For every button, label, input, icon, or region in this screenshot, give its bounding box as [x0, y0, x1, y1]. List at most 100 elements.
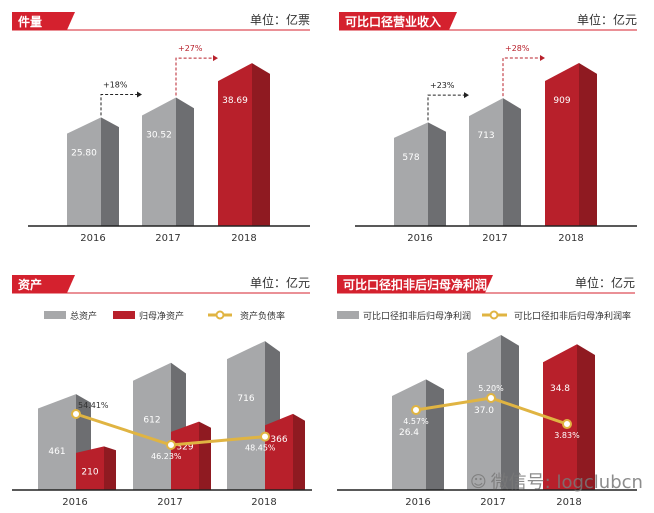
legend-label: 资产负债率	[240, 310, 285, 322]
line-value-label: 46.23%	[151, 452, 182, 461]
legend-swatch	[44, 311, 66, 319]
x-tick-label: 2018	[251, 497, 276, 508]
legend-marker	[215, 310, 225, 320]
line-value-label: 3.83%	[554, 431, 580, 440]
legend-marker	[489, 310, 499, 320]
x-tick-label: 2017	[480, 497, 505, 508]
bar-side	[501, 334, 519, 490]
x-tick-label: 2018	[231, 233, 256, 244]
line-point	[166, 440, 176, 451]
growth-label: +23%	[430, 81, 455, 90]
line-value-label: 5.20%	[478, 384, 504, 393]
growth-arrow	[427, 94, 464, 121]
unit-label: 单位：亿元	[575, 275, 635, 290]
bar-side	[503, 98, 521, 226]
bar-side	[104, 446, 116, 490]
unit-label: 单位：亿元	[250, 275, 310, 290]
x-tick-label: 2017	[155, 233, 180, 244]
legend-swatch	[337, 311, 359, 319]
wechat-icon: ☺	[470, 471, 487, 491]
arrow-head	[137, 91, 142, 98]
bar-value-label: 612	[143, 416, 160, 426]
x-tick-label: 2016	[80, 233, 105, 244]
bar-front	[218, 63, 252, 227]
bar-front	[142, 97, 176, 226]
bar-side	[293, 413, 305, 490]
line-value-label: 54.41%	[78, 401, 109, 410]
bar-front	[543, 344, 577, 490]
bar-side	[577, 344, 595, 490]
line-point	[411, 404, 421, 415]
growth-label: +18%	[103, 81, 128, 90]
bar-front	[265, 413, 293, 490]
bar-front	[38, 394, 76, 490]
bar-side	[199, 421, 211, 490]
growth-label: +27%	[178, 44, 203, 53]
panel-title-bar	[12, 275, 75, 293]
panel-title: 件量	[18, 14, 42, 29]
bar-value-label: 578	[402, 153, 419, 163]
growth-arrow	[502, 57, 540, 97]
bar-value-label: 210	[81, 467, 98, 477]
legend-label: 可比口径扣非后归母净利润	[363, 310, 471, 322]
bar-side	[101, 117, 119, 226]
line-point	[562, 419, 572, 430]
bar-side	[176, 97, 194, 226]
x-tick-label: 2016	[62, 497, 87, 508]
panel-title: 资产	[18, 277, 42, 292]
bar-front	[133, 362, 171, 490]
line-point	[486, 393, 496, 403]
bar-value-label: 26.4	[399, 428, 419, 438]
bar-value-label: 25.80	[71, 149, 97, 159]
panel-title-bar	[337, 275, 493, 293]
bar-front	[545, 63, 579, 227]
bar-value-label: 713	[477, 131, 494, 141]
arrow-head	[213, 55, 218, 62]
panel-title: 可比口径营业收入	[345, 14, 441, 29]
panel-title-bar	[339, 12, 457, 30]
x-tick-label: 2016	[405, 497, 430, 508]
legend-swatch	[113, 311, 135, 319]
bar-front	[469, 98, 503, 226]
growth-arrow	[175, 57, 213, 96]
x-tick-label: 2018	[556, 497, 581, 508]
watermark: ☺ 微信号: logclubcn	[470, 468, 643, 494]
legend-label: 总资产	[70, 310, 97, 322]
line-point	[71, 409, 81, 419]
bar-value-label: 716	[237, 394, 254, 404]
bar-side	[252, 63, 270, 227]
x-tick-label: 2017	[482, 233, 507, 244]
bar-value-label: 366	[270, 435, 287, 445]
unit-label: 单位：亿元	[577, 12, 637, 27]
x-tick-label: 2017	[157, 497, 182, 508]
unit-label: 单位：亿票	[250, 12, 310, 27]
watermark-text: 微信号: logclubcn	[490, 472, 643, 493]
bar-front	[67, 117, 101, 226]
bar-front	[227, 341, 265, 490]
bar-front	[394, 122, 428, 226]
x-tick-label: 2016	[407, 233, 432, 244]
panel-title: 可比口径扣非后归母净利润	[343, 277, 487, 292]
bar-value-label: 34.8	[550, 384, 570, 394]
bar-value-label: 329	[176, 443, 193, 453]
bar-front	[467, 334, 501, 490]
line-value-label: 4.57%	[403, 417, 429, 426]
arrow-head	[540, 55, 545, 62]
bar-value-label: 461	[48, 447, 65, 457]
bar-side	[579, 63, 597, 227]
line-point	[260, 431, 270, 442]
bar-value-label: 38.69	[222, 96, 248, 106]
legend-label: 归母净资产	[139, 310, 184, 322]
bar-value-label: 37.0	[474, 406, 494, 416]
bar-value-label: 909	[553, 96, 570, 106]
x-tick-label: 2018	[558, 233, 583, 244]
bar-side	[428, 122, 446, 226]
arrow-head	[464, 92, 469, 99]
bar-front	[171, 421, 199, 490]
bar-front	[76, 446, 104, 490]
panel-title-bar	[12, 12, 75, 30]
bar-side	[426, 379, 444, 490]
line-value-label: 48.45%	[245, 444, 276, 453]
